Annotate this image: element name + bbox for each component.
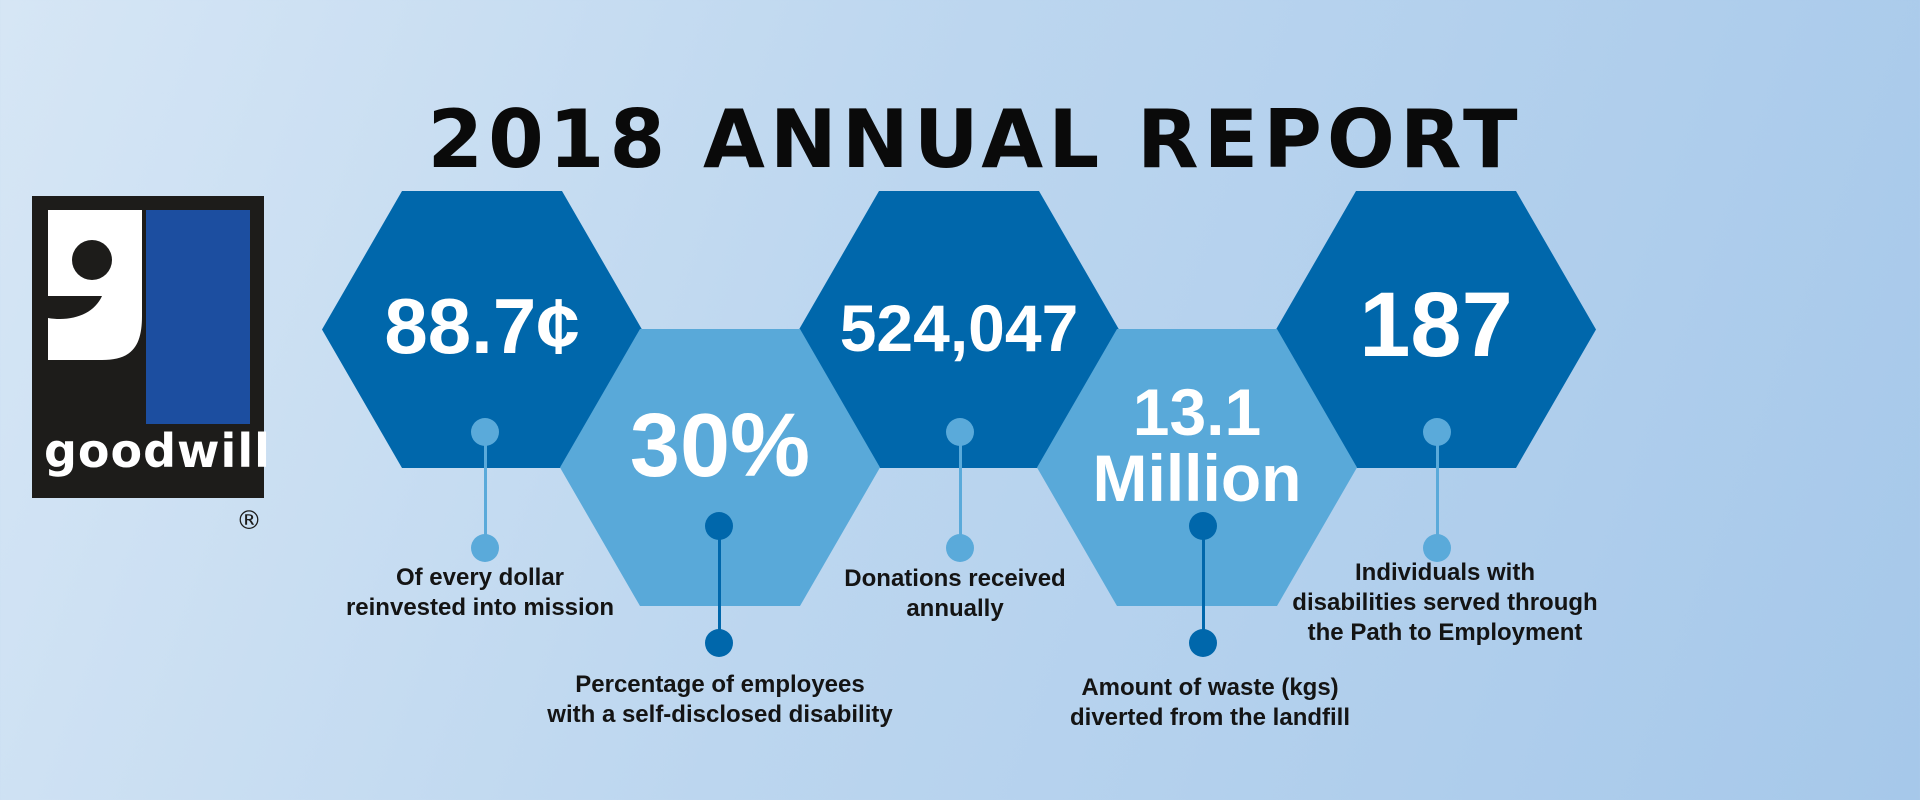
stat-value-employees: 30%: [629, 396, 811, 496]
caption-line: reinvested into mission: [345, 594, 615, 621]
stat-value-individuals: 187: [1359, 274, 1513, 376]
stat-value-dollar: 88.7¢: [384, 282, 580, 370]
connector-line: [1202, 525, 1205, 643]
caption-line: Individuals with: [1354, 559, 1535, 586]
connector-line: [718, 525, 721, 643]
caption-line: Amount of waste (kgs): [1081, 674, 1339, 701]
caption-line: Of every dollar: [395, 564, 565, 591]
connector-dot: [471, 534, 499, 562]
connector-dot: [705, 629, 733, 657]
caption-line: diverted from the landfill: [1069, 704, 1351, 731]
caption-line: with a self-disclosed disability: [547, 701, 893, 728]
caption-line: the Path to Employment: [1307, 619, 1583, 646]
stat-caption-individuals: Individuals with disabilities served thr…: [1260, 558, 1630, 648]
stat-caption-donations: Donations received annually: [790, 564, 1120, 624]
connector-dot: [705, 512, 733, 540]
stat-caption-employees: Percentage of employees with a self-disc…: [520, 670, 920, 730]
page-title: 2018 ANNUAL REPORT: [427, 93, 1523, 186]
caption-line: disabilities served through: [1292, 589, 1598, 616]
stat-value-donations: 524,047: [839, 291, 1079, 365]
connector-line: [959, 431, 962, 548]
stat-hex-waste: 13.1 Million: [1037, 329, 1357, 606]
connector-dot: [471, 418, 499, 446]
registered-mark: ®: [236, 506, 262, 536]
caption-line: annually: [906, 595, 1004, 622]
stat-value-waste-number: 13.1: [1132, 375, 1262, 449]
stat-value-waste-unit: Million: [1092, 441, 1302, 515]
connector-dot: [1189, 512, 1217, 540]
connector-line: [1436, 431, 1439, 548]
connector-dot: [1189, 629, 1217, 657]
connector-dot: [946, 534, 974, 562]
stat-caption-dollar: Of every dollar reinvested into mission: [310, 563, 650, 623]
connector-dot: [1423, 418, 1451, 446]
goodwill-smiling-g-icon: [46, 210, 250, 424]
logo-wordmark: goodwill: [44, 424, 271, 478]
connector-line: [484, 431, 487, 548]
goodwill-logo: goodwill: [32, 196, 271, 498]
connector-dot: [946, 418, 974, 446]
connector-dot: [1423, 534, 1451, 562]
caption-line: Percentage of employees: [575, 671, 865, 698]
caption-line: Donations received: [844, 565, 1066, 592]
stat-caption-waste: Amount of waste (kgs) diverted from the …: [1030, 673, 1390, 733]
